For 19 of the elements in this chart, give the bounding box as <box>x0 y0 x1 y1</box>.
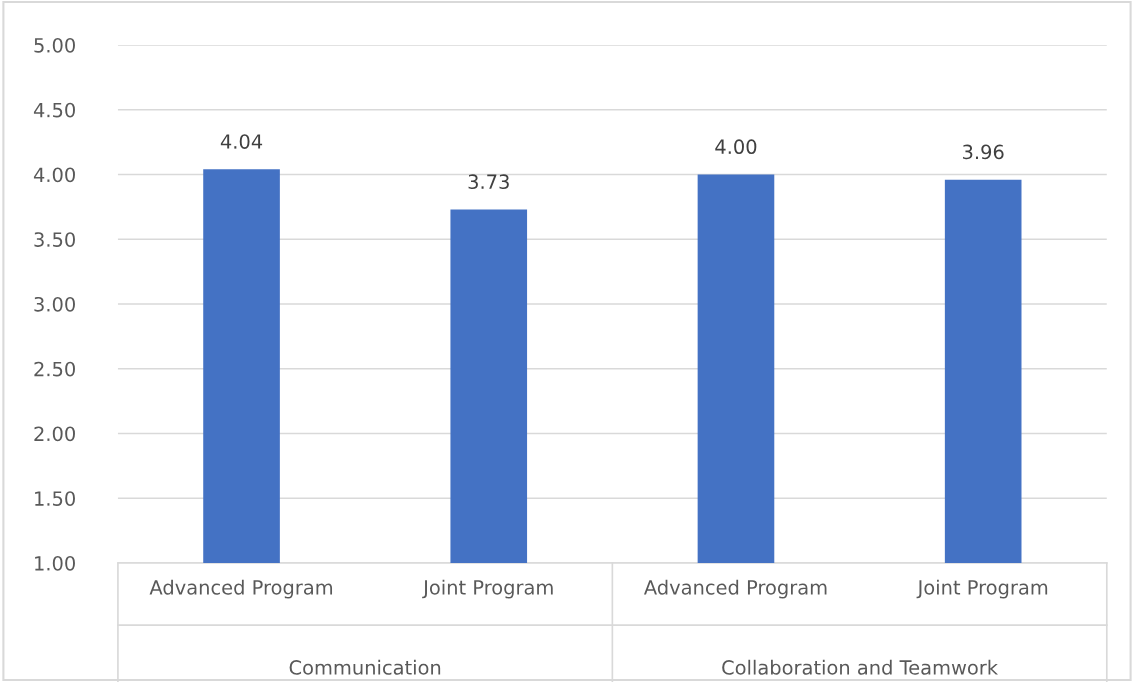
y-tick-label: 3.50 <box>34 232 75 247</box>
x-tick-label: Joint Program <box>916 579 1048 599</box>
y-tick-label: 3.00 <box>34 296 75 312</box>
data-label: 3.96 <box>963 144 1004 160</box>
x-tick-label: Advanced Program <box>643 579 827 599</box>
y-tick-label: 2.00 <box>34 426 75 442</box>
y-tick-label: 1.50 <box>35 491 75 506</box>
y-tick-label: 1.00 <box>35 555 75 571</box>
y-tick-label: 4.00 <box>33 167 75 183</box>
data-label: 4.00 <box>715 139 757 155</box>
y-tick-label: 5.00 <box>34 37 75 53</box>
y-tick-label: 4.50 <box>33 102 75 118</box>
text: Communication <box>289 659 441 675</box>
data-label: 4.04 <box>220 134 263 149</box>
text: Collaboration and Teamwork <box>722 659 999 675</box>
x-tick-label: Joint Program <box>422 579 553 599</box>
x-tick-label: Advanced Program <box>149 579 333 599</box>
data-label: 3.73 <box>468 174 509 190</box>
y-tick-label: 2.50 <box>34 361 75 377</box>
